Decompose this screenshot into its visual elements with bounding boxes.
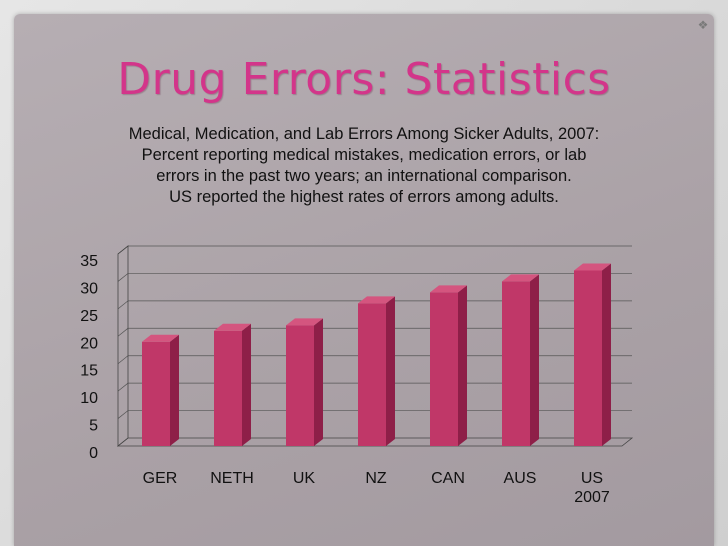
bar-top bbox=[358, 296, 395, 304]
bar bbox=[430, 285, 467, 446]
bar-side bbox=[242, 323, 251, 446]
x-category-label: US bbox=[581, 470, 603, 487]
bar bbox=[358, 296, 395, 446]
x-category-label: NZ bbox=[365, 470, 387, 487]
bar-top bbox=[286, 318, 323, 326]
x-category-label: NETH bbox=[210, 470, 254, 487]
bar-top bbox=[430, 285, 467, 293]
description-line: errors in the past two years; an interna… bbox=[156, 167, 572, 185]
bar-front bbox=[358, 303, 386, 446]
bar-front bbox=[286, 325, 314, 446]
bar bbox=[214, 323, 251, 446]
y-tick-label: 35 bbox=[80, 253, 98, 270]
y-tick-label: 30 bbox=[80, 280, 98, 297]
bar-front bbox=[214, 330, 242, 446]
bar-side bbox=[458, 285, 467, 446]
diamond-icon: ❖ bbox=[697, 18, 709, 32]
x-category-label: CAN bbox=[431, 470, 465, 487]
bar-side bbox=[314, 318, 323, 446]
bar-top bbox=[214, 323, 251, 331]
y-tick-label: 20 bbox=[80, 335, 98, 352]
gridline bbox=[117, 245, 632, 255]
bar bbox=[574, 263, 611, 446]
bars bbox=[142, 263, 611, 446]
bar-side bbox=[530, 274, 539, 446]
bar-front bbox=[502, 281, 530, 446]
description-line: US reported the highest rates of errors … bbox=[169, 188, 559, 206]
y-tick-label: 15 bbox=[80, 363, 98, 380]
bar bbox=[142, 334, 179, 446]
x-category-label: AUS bbox=[504, 470, 537, 487]
description-line: Medical, Medication, and Lab Errors Amon… bbox=[128, 125, 600, 143]
x-category-labels: GER NETH UK NZ CAN AUS US 2007 bbox=[143, 470, 610, 506]
y-tick-label: 0 bbox=[89, 445, 98, 462]
bar-top bbox=[502, 274, 539, 282]
bar bbox=[502, 274, 539, 446]
x-category-label: GER bbox=[143, 470, 178, 487]
bar-front bbox=[574, 270, 602, 446]
y-tick-label: 25 bbox=[80, 308, 98, 325]
side-wall bbox=[117, 245, 129, 447]
bar bbox=[286, 318, 323, 446]
description-line: Percent reporting medical mistakes, medi… bbox=[141, 146, 587, 164]
bar-side bbox=[386, 296, 395, 446]
bar-top bbox=[142, 334, 179, 342]
bar-top bbox=[574, 263, 611, 271]
bar-side bbox=[602, 263, 611, 446]
chart-description: Medical, Medication, and Lab Errors Amon… bbox=[60, 124, 668, 208]
gridline bbox=[117, 273, 632, 282]
y-tick-label: 5 bbox=[89, 418, 98, 435]
slide-title: Drug Errors: Statistics bbox=[117, 54, 611, 105]
bar-side bbox=[170, 334, 179, 446]
x-category-label: 2007 bbox=[574, 489, 610, 506]
x-category-label: UK bbox=[293, 470, 316, 487]
bar-front bbox=[430, 292, 458, 446]
y-tick-label: 10 bbox=[80, 390, 98, 407]
bar-front bbox=[142, 341, 170, 446]
y-tick-labels: 0 5 10 15 20 25 30 35 bbox=[80, 253, 98, 462]
